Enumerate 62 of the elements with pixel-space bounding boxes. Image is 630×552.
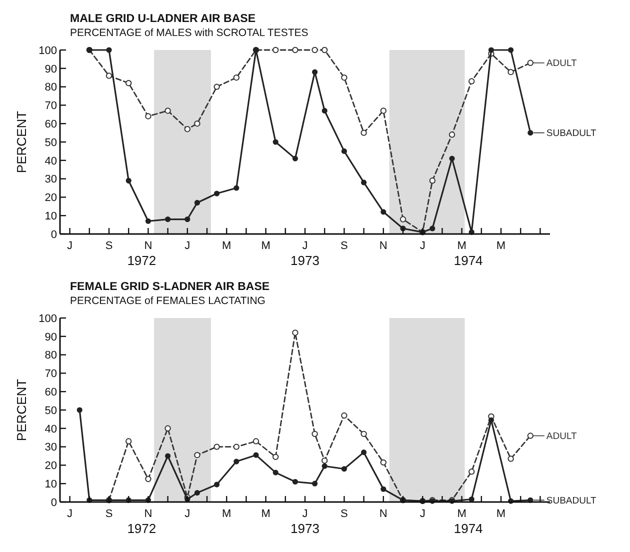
y-tick-label: 50: [44, 136, 57, 149]
x-tick-label: J: [420, 508, 426, 520]
chart-title: FEMALE GRID S-LADNER AIR BASE: [70, 281, 270, 293]
chart-subtitle: PERCENTAGE of MALES with SCROTAL TESTES: [70, 27, 308, 39]
y-tick-label: 40: [44, 155, 57, 168]
y-tick-label: 100: [38, 44, 57, 57]
x-tick-label: S: [340, 240, 348, 252]
x-tick-label: M: [261, 508, 270, 520]
text: 1972: [127, 521, 156, 536]
y-tick-label: 20: [44, 192, 57, 204]
legend-label: SUBADULT: [546, 128, 597, 140]
chart-subtitle: PERCENTAGE of FEMALES LACTATING: [70, 295, 266, 307]
y-tick-label: 70: [44, 100, 57, 112]
y-tick-label: 0: [50, 496, 57, 509]
y-tick-label: 20: [44, 460, 57, 472]
text: 1973: [290, 253, 320, 268]
x-tick-label: J: [184, 508, 190, 520]
chart-title: MALE GRID U-LADNER AIR BASE: [70, 13, 256, 25]
y-tick-label: 30: [44, 174, 57, 186]
y-tick-label: 70: [44, 368, 57, 380]
x-tick-label: S: [105, 508, 113, 520]
legend-label: SUBADULT: [546, 495, 597, 506]
legend-label: ADULT: [546, 431, 578, 442]
y-tick-label: 100: [38, 312, 57, 325]
x-tick-label: N: [144, 508, 152, 520]
y-tick-label: 50: [44, 404, 57, 417]
x-tick-label: S: [340, 508, 348, 520]
x-tick-label: N: [144, 240, 152, 252]
y-tick-label: 40: [44, 423, 57, 436]
x-tick-label: J: [67, 508, 73, 520]
x-tick-label: M: [222, 240, 232, 252]
x-tick-label: M: [496, 240, 506, 252]
x-tick-label: M: [457, 508, 466, 520]
text: 1974: [454, 253, 483, 268]
x-tick-label: J: [184, 240, 190, 252]
x-tick-label: N: [379, 240, 388, 252]
y-axis-title: PERCENT: [14, 378, 29, 442]
y-tick-label: 80: [44, 350, 57, 362]
text: 1974: [454, 521, 483, 536]
y-tick-label: 90: [44, 63, 57, 76]
x-tick-label: J: [67, 240, 73, 252]
x-tick-label: S: [105, 240, 113, 252]
y-tick-label: 60: [44, 118, 57, 130]
y-axis-title: PERCENT: [14, 110, 29, 174]
text: 1972: [127, 253, 156, 268]
x-tick-label: J: [302, 240, 308, 252]
y-tick-label: 80: [44, 82, 57, 94]
y-tick-label: 30: [44, 442, 57, 454]
legend-label: ADULT: [546, 58, 578, 70]
x-tick-label: M: [496, 508, 506, 520]
y-tick-label: 10: [44, 478, 57, 490]
y-tick-label: 90: [44, 331, 57, 344]
x-tick-label: M: [261, 240, 270, 252]
x-tick-label: M: [457, 240, 466, 252]
x-tick-label: J: [420, 240, 426, 252]
text: 1973: [290, 521, 320, 536]
x-tick-label: N: [379, 508, 388, 520]
y-tick-label: 10: [44, 210, 57, 222]
y-tick-label: 60: [44, 386, 57, 398]
y-tick-label: 0: [50, 228, 57, 241]
x-tick-label: M: [222, 508, 232, 520]
x-tick-label: J: [302, 508, 308, 520]
